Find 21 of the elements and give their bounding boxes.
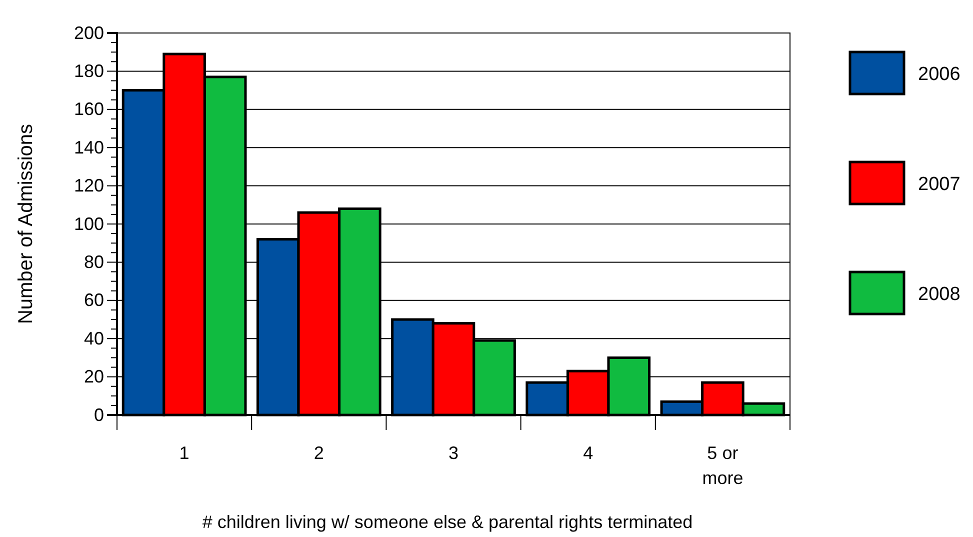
x-tick-label: 1 bbox=[179, 443, 190, 463]
y-tick-label: 60 bbox=[84, 290, 104, 310]
legend-label: 2006 bbox=[918, 64, 960, 85]
legend-label: 2008 bbox=[918, 284, 960, 305]
y-tick-label: 100 bbox=[74, 214, 104, 234]
x-tick-label: 3 bbox=[448, 443, 459, 463]
y-axis-title: Number of Admissions bbox=[15, 124, 37, 324]
x-tick-label: 4 bbox=[583, 443, 594, 463]
x-tick-label: 2 bbox=[314, 443, 324, 463]
y-tick-label: 180 bbox=[74, 60, 104, 81]
x-axis-title: # children living w/ someone else & parental rights terminated bbox=[202, 512, 693, 532]
y-tick-label: 20 bbox=[84, 366, 104, 387]
y-tick-label: 0 bbox=[94, 404, 104, 425]
y-tick-label: 160 bbox=[74, 99, 104, 120]
y-tick-label: 200 bbox=[74, 22, 104, 43]
y-tick-label: 120 bbox=[74, 176, 104, 196]
legend-label: 2007 bbox=[918, 174, 960, 195]
y-tick-label: 40 bbox=[84, 328, 104, 348]
y-tick-label: 80 bbox=[84, 252, 104, 272]
y-tick-label: 140 bbox=[74, 137, 104, 158]
x-tick-label: 5 or more bbox=[702, 443, 744, 488]
